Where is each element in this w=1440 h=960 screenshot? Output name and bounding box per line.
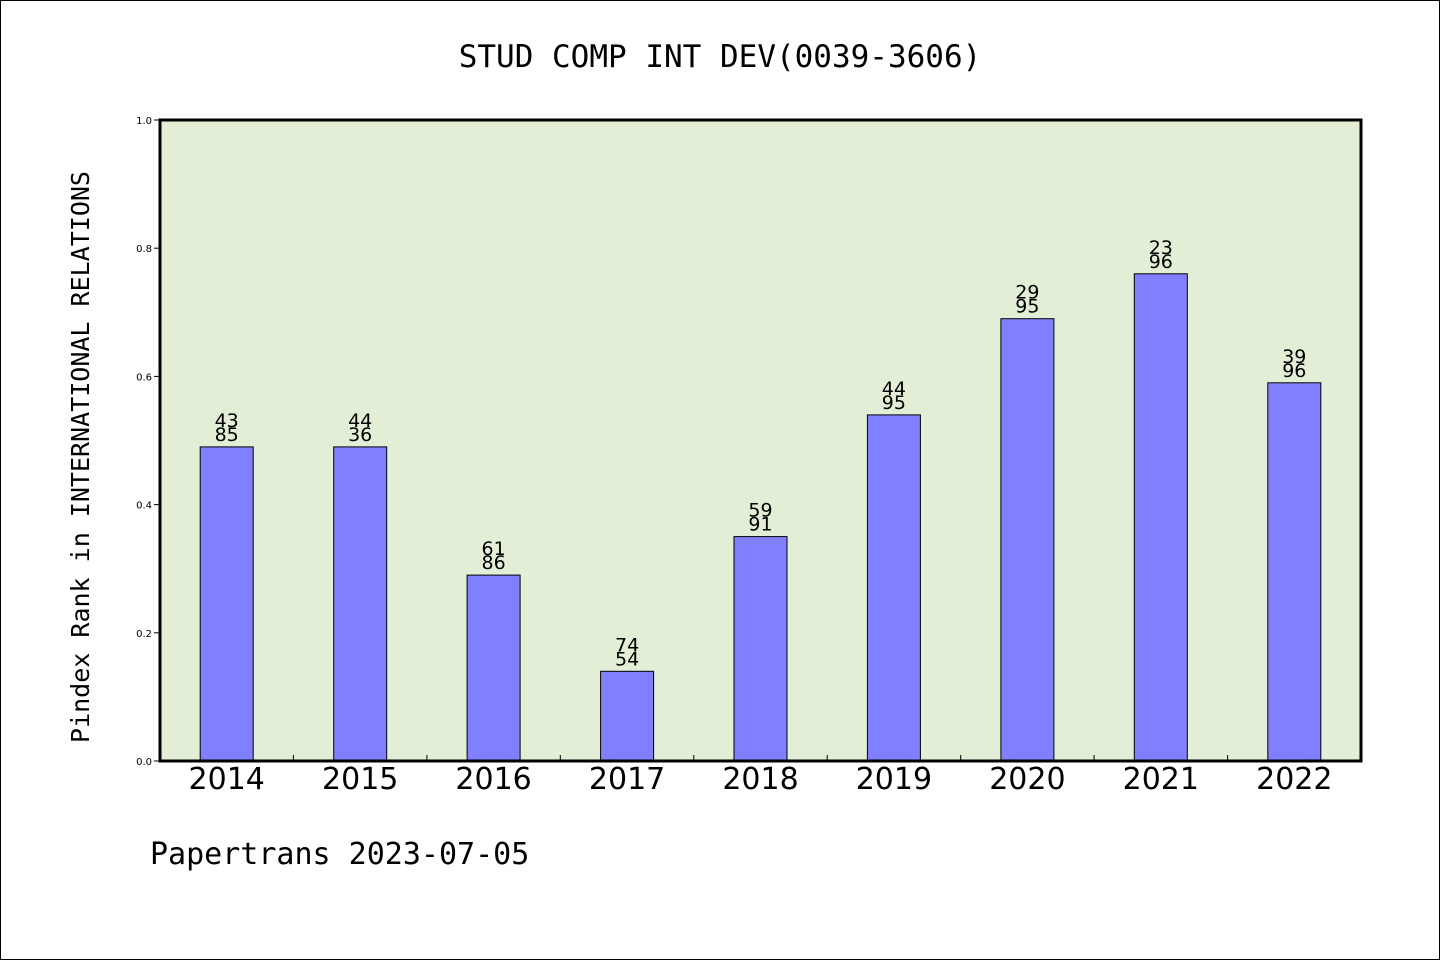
- y-tick-label-0.0: 0.0: [136, 757, 152, 768]
- bar-label-top-2018: 59: [748, 500, 772, 522]
- x-tick-label-2014: 2014: [189, 762, 265, 797]
- bar-2015: [333, 446, 388, 762]
- y-tick-label-0.4: 0.4: [136, 501, 152, 512]
- bar-2020: [1000, 318, 1055, 762]
- bar-label-bottom-2018: 91: [748, 514, 772, 536]
- x-tick-label-2020: 2020: [989, 762, 1065, 797]
- bar-label-top-2014: 43: [215, 410, 239, 432]
- chart-title: STUD COMP INT DEV(0039-3606): [459, 39, 982, 75]
- y-tick-label-0.8: 0.8: [136, 244, 152, 255]
- x-tick-label-2018: 2018: [722, 762, 798, 797]
- x-tick-label-2022: 2022: [1256, 762, 1332, 797]
- bar-label-bottom-2016: 86: [482, 552, 506, 574]
- y-tick-label-1.0: 1.0: [136, 116, 152, 127]
- bar-label-bottom-2020: 95: [1015, 296, 1039, 318]
- bar-label-bottom-2014: 85: [215, 424, 239, 446]
- bar-label-top-2017: 74: [615, 634, 639, 656]
- bar-2021: [1133, 273, 1188, 762]
- bar-2016: [466, 574, 521, 762]
- x-tick-label-2021: 2021: [1123, 762, 1199, 797]
- bar-label-bottom-2022: 96: [1282, 360, 1306, 382]
- bar-2022: [1267, 382, 1322, 762]
- bar-label-top-2020: 29: [1015, 282, 1039, 304]
- bars: [199, 273, 1322, 762]
- bar-2017: [600, 670, 655, 762]
- bar-label-top-2015: 44: [348, 410, 372, 432]
- bar-label-top-2019: 44: [882, 378, 906, 400]
- x-tick-label-2019: 2019: [856, 762, 932, 797]
- bar-label-bottom-2015: 36: [348, 424, 372, 446]
- bar-label-top-2022: 39: [1282, 346, 1306, 368]
- bar-label-bottom-2021: 96: [1149, 251, 1173, 273]
- x-tick-label-2016: 2016: [455, 762, 531, 797]
- bar-2019: [866, 414, 921, 762]
- bar-label-bottom-2019: 95: [882, 392, 906, 414]
- y-axis: 0.0 0.2 0.4 0.6 0.8 1.0: [136, 116, 160, 768]
- bar-label-top-2016: 61: [482, 538, 506, 560]
- y-tick-label-0.2: 0.2: [136, 629, 152, 640]
- x-axis: 2014 2015 2016 2017 2018 2019 2020 2021 2022: [189, 755, 1332, 797]
- x-tick-label-2015: 2015: [322, 762, 398, 797]
- bar-label-top-2021: 23: [1149, 237, 1173, 259]
- plot-border: [158, 118, 1363, 763]
- footer-text: Papertrans 2023-07-05: [150, 837, 529, 872]
- bar-2014: [199, 446, 254, 762]
- y-tick-label-0.6: 0.6: [136, 372, 152, 383]
- x-tick-label-2017: 2017: [589, 762, 665, 797]
- bar-label-bottom-2017: 54: [615, 648, 639, 670]
- y-axis-label: Pindex Rank in INTERNATIONAL RELATIONS: [66, 171, 95, 743]
- bar-2018: [733, 536, 788, 762]
